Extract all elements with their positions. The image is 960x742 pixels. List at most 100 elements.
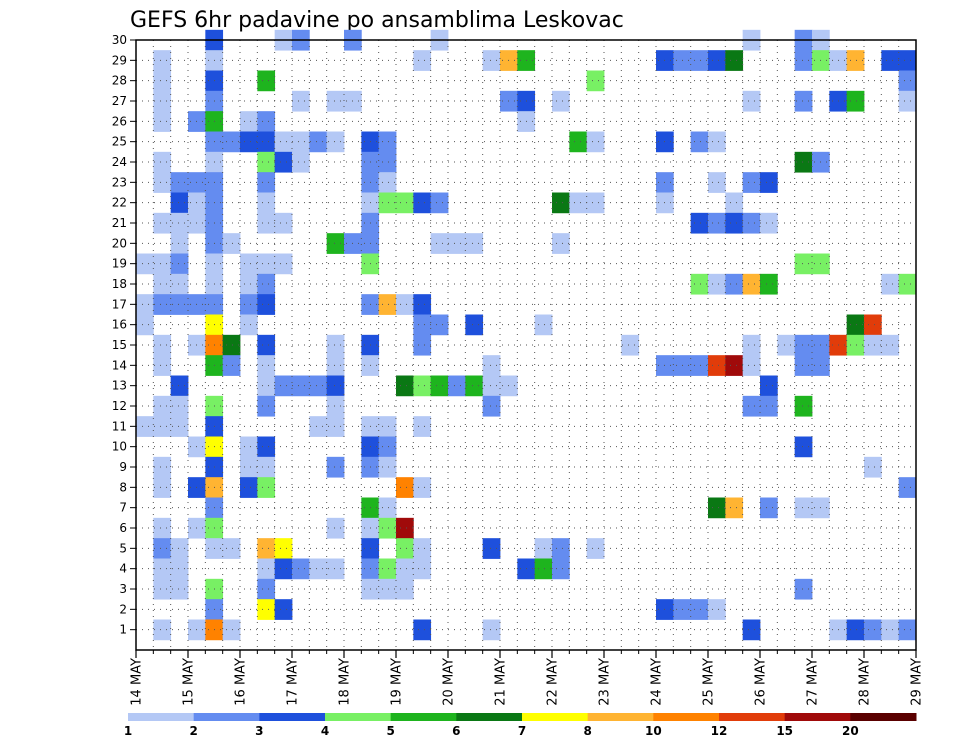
heatmap-cell <box>396 192 414 214</box>
y-tick-label: 17 <box>112 297 127 311</box>
y-tick-label: 6 <box>119 521 127 535</box>
heatmap-cell <box>170 212 189 234</box>
heatmap-cell <box>153 111 172 132</box>
heatmap-cell <box>396 375 414 397</box>
legend-label: 4 <box>321 724 329 738</box>
heatmap-cell <box>257 375 276 397</box>
heatmap-cell <box>257 111 276 132</box>
heatmap-cell <box>552 558 570 580</box>
heatmap-cell <box>465 233 484 254</box>
legend-swatch <box>456 713 523 721</box>
y-tick-label: 9 <box>119 460 127 474</box>
heatmap-cell <box>222 355 241 376</box>
heatmap-cell <box>430 375 449 397</box>
heatmap-cell <box>309 558 328 580</box>
heatmap-cell <box>153 90 172 112</box>
heatmap-cell <box>292 90 310 112</box>
heatmap-cell <box>170 416 189 437</box>
x-tick-label: 19 MAY <box>390 658 405 706</box>
heatmap-cell <box>326 375 345 397</box>
heatmap-cell <box>257 70 276 92</box>
heatmap-cell <box>690 355 709 376</box>
heatmap-cell <box>864 314 882 336</box>
y-tick-label: 13 <box>112 379 127 393</box>
heatmap-cell <box>274 599 293 620</box>
heatmap-cell <box>413 558 432 580</box>
legend-swatch <box>653 713 720 721</box>
heatmap-cell <box>794 151 813 173</box>
heatmap-cell <box>170 192 189 214</box>
heatmap-cell <box>274 212 293 234</box>
heatmap-cell <box>690 50 709 71</box>
heatmap-cell <box>257 151 276 173</box>
heatmap-cell <box>153 294 172 315</box>
heatmap-cell <box>898 477 917 498</box>
x-tick-label: 24 MAY <box>650 658 665 706</box>
color-legend: 1 2 3 4 5 6 7 8 10 12 15 20 <box>124 713 917 738</box>
heatmap-cell <box>274 558 293 580</box>
heatmap-cell <box>170 538 189 559</box>
heatmap-cell <box>708 131 726 153</box>
x-tick-label: 21 MAY <box>494 658 509 706</box>
y-tick-label: 22 <box>112 196 127 210</box>
heatmap-cell <box>326 90 345 112</box>
grid-lines <box>136 39 916 650</box>
heatmap-cell <box>881 273 900 295</box>
y-tick-label: 27 <box>112 94 127 108</box>
heatmap-cell <box>690 212 709 234</box>
heatmap-cell <box>465 375 484 397</box>
heatmap-cell <box>413 334 432 356</box>
heatmap-cell <box>378 558 397 580</box>
heatmap-cell <box>153 151 172 173</box>
legend-swatch <box>325 713 392 721</box>
heatmap-cell <box>378 456 397 478</box>
heatmap-cell <box>898 619 917 641</box>
heatmap-cell <box>725 497 744 519</box>
heatmap-cell <box>864 334 882 356</box>
heatmap-cell <box>898 50 917 71</box>
heatmap-cell <box>222 334 241 356</box>
heatmap-cell <box>240 294 258 315</box>
heatmap-cell <box>240 253 258 275</box>
heatmap-cell <box>552 538 570 559</box>
heatmap-cell <box>136 314 154 336</box>
heatmap-cell <box>552 233 570 254</box>
heatmap-cell <box>794 253 813 275</box>
heatmap-cell <box>378 172 397 193</box>
heatmap-cell <box>326 233 345 254</box>
heatmap-cell <box>794 355 813 376</box>
heatmap-cell <box>413 192 432 214</box>
heatmap-cell <box>257 456 276 478</box>
legend-swatch <box>259 713 326 721</box>
heatmap-cell <box>153 172 172 193</box>
x-tick-label: 28 MAY <box>858 658 873 706</box>
legend-swatch <box>850 713 917 721</box>
heatmap-cell <box>690 273 709 295</box>
heatmap-cell <box>413 619 432 641</box>
heatmap-cell <box>153 578 172 600</box>
heatmap-cell <box>153 355 172 376</box>
heatmap-cell <box>430 233 449 254</box>
heatmap-cell <box>222 131 241 153</box>
y-tick-label: 26 <box>112 114 127 128</box>
heatmap-cell <box>257 172 276 193</box>
heatmap-cell <box>153 334 172 356</box>
heatmap-cell <box>413 538 432 559</box>
heatmap-cell <box>396 294 414 315</box>
heatmap-cell <box>257 334 276 356</box>
heatmap-cell <box>621 334 640 356</box>
heatmap-cell <box>413 314 432 336</box>
x-tick-label: 14 MAY <box>130 658 145 706</box>
heatmap-cell <box>777 334 796 356</box>
heatmap-cell <box>846 90 865 112</box>
y-tick-label: 24 <box>112 155 127 169</box>
heatmap-cell <box>846 334 865 356</box>
heatmap-cell <box>222 233 241 254</box>
heatmap-cell <box>378 436 397 458</box>
heatmap-cell <box>326 416 345 437</box>
heatmap-cell <box>794 497 813 519</box>
y-tick-label: 30 <box>112 33 127 47</box>
heatmap-cell <box>326 558 345 580</box>
heatmap-cell <box>257 477 276 498</box>
